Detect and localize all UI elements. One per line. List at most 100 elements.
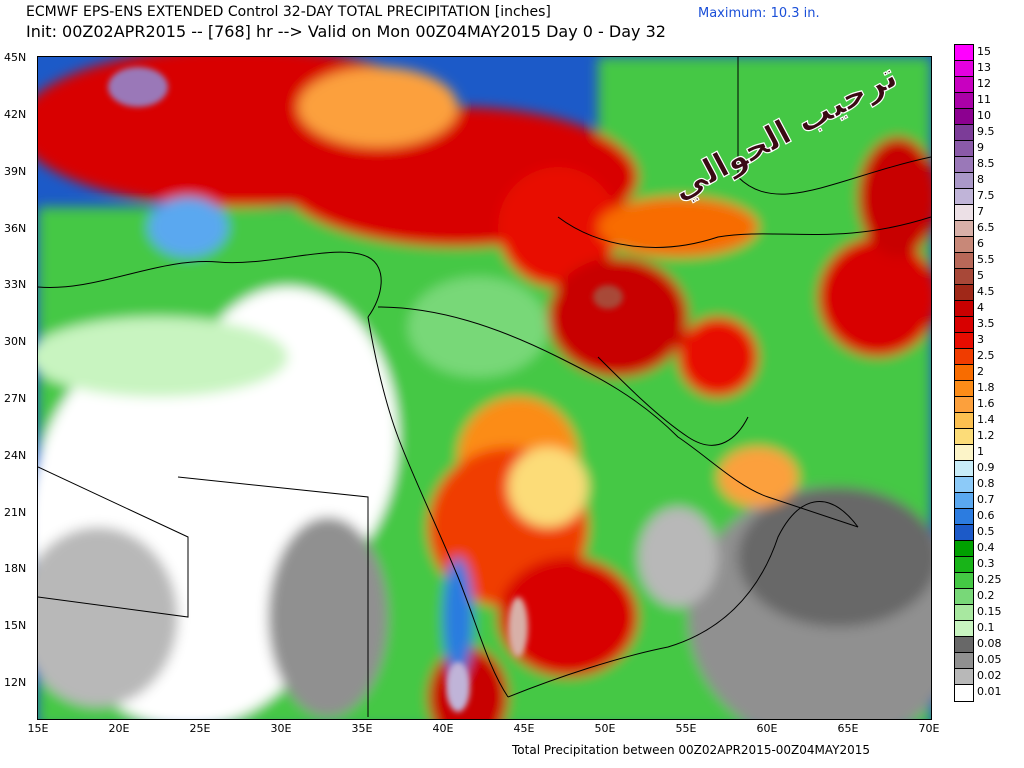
- legend-level-label: 15: [977, 45, 991, 58]
- legend-swatch: [955, 77, 973, 93]
- legend-swatch: [955, 493, 973, 509]
- lat-label: 24N: [4, 449, 27, 462]
- legend-level-label: 1.2: [977, 429, 995, 442]
- legend-level-label: 13: [977, 61, 991, 74]
- lat-label: 21N: [4, 506, 27, 519]
- lat-label: 39N: [4, 165, 27, 178]
- lon-label: 20E: [108, 722, 130, 735]
- legend-level-label: 0.8: [977, 477, 995, 490]
- legend-level-label: 12: [977, 77, 991, 90]
- legend-swatch: [955, 141, 973, 157]
- footer-caption: Total Precipitation between 00Z02APR2015…: [512, 743, 871, 757]
- legend-swatch: [955, 269, 973, 285]
- legend-swatch: [955, 461, 973, 477]
- legend-swatch: [955, 637, 973, 653]
- legend-level-label: 0.7: [977, 493, 995, 506]
- legend-swatch: [955, 189, 973, 205]
- lon-label: 65E: [837, 722, 859, 735]
- legend-level-label: 0.5: [977, 525, 995, 538]
- legend-level-label: 9.5: [977, 125, 995, 138]
- lon-label: 40E: [432, 722, 454, 735]
- legend-swatch: [955, 573, 973, 589]
- legend-level-label: 0.3: [977, 557, 995, 570]
- legend-level-label: 0.15: [977, 605, 1002, 618]
- legend-swatch: [955, 365, 973, 381]
- lon-label: 55E: [675, 722, 697, 735]
- legend-swatch: [955, 509, 973, 525]
- lon-label: 60E: [756, 722, 778, 735]
- arabic-watermark: ترحيب الحوالي: [665, 55, 905, 209]
- legend-swatch: [955, 477, 973, 493]
- maximum-label: Maximum: 10.3 in.: [698, 6, 820, 21]
- legend-level-label: 3: [977, 333, 984, 346]
- legend-level-label: 0.25: [977, 573, 1002, 586]
- legend-swatch: [955, 413, 973, 429]
- color-legend-labels: 15 13 12 11 10 9.5 9 8.5 8 7.5 7 6.5 6 5.5 5 4.5 4 3.5 3 2.…: [977, 46, 1002, 708]
- legend-swatch: [955, 349, 973, 365]
- legend-level-label: 1.6: [977, 397, 995, 410]
- legend-level-label: 8: [977, 173, 984, 186]
- legend-level-label: 0.08: [977, 637, 1002, 650]
- legend-swatch: [955, 685, 973, 701]
- legend-swatch: [955, 381, 973, 397]
- legend-level-label: 0.02: [977, 669, 1002, 682]
- lat-label: 15N: [4, 619, 27, 632]
- lat-label: 27N: [4, 392, 27, 405]
- legend-level-label: 7: [977, 205, 984, 218]
- legend-swatch: [955, 157, 973, 173]
- legend-level-label: 7.5: [977, 189, 995, 202]
- map-title: ECMWF EPS-ENS EXTENDED Control 32-DAY TO…: [26, 4, 551, 20]
- legend-swatch: [955, 45, 973, 61]
- legend-swatch: [955, 109, 973, 125]
- lon-label: 50E: [594, 722, 616, 735]
- legend-level-label: 4.5: [977, 285, 995, 298]
- legend-swatch: [955, 317, 973, 333]
- legend-swatch: [955, 541, 973, 557]
- legend-swatch: [955, 557, 973, 573]
- lat-label: 42N: [4, 108, 27, 121]
- legend-level-label: 0.6: [977, 509, 995, 522]
- legend-level-label: 10: [977, 109, 991, 122]
- legend-swatch: [955, 397, 973, 413]
- legend-swatch: [955, 61, 973, 77]
- lon-label: 15E: [27, 722, 49, 735]
- legend-swatch: [955, 653, 973, 669]
- legend-level-label: 8.5: [977, 157, 995, 170]
- lon-label: 30E: [270, 722, 292, 735]
- legend-swatch: [955, 125, 973, 141]
- legend-level-label: 1.4: [977, 413, 995, 426]
- legend-level-label: 0.1: [977, 621, 995, 634]
- lon-label: 70E: [918, 722, 940, 735]
- legend-level-label: 5: [977, 269, 984, 282]
- legend-swatch: [955, 589, 973, 605]
- legend-swatch: [955, 173, 973, 189]
- legend-swatch: [955, 221, 973, 237]
- legend-level-label: 0.05: [977, 653, 1002, 666]
- lon-label: 25E: [189, 722, 211, 735]
- legend-level-label: 9: [977, 141, 984, 154]
- watermark-text: ترحيب الحوالي: [665, 56, 904, 208]
- lat-label: 30N: [4, 335, 27, 348]
- map-subtitle: Init: 00Z02APR2015 -- [768] hr --> Valid…: [26, 22, 666, 41]
- coastlines: [38, 57, 931, 717]
- lat-label: 18N: [4, 562, 27, 575]
- legend-level-label: 6.5: [977, 221, 995, 234]
- legend-swatch: [955, 669, 973, 685]
- legend-swatch: [955, 525, 973, 541]
- legend-level-label: 4: [977, 301, 984, 314]
- legend-swatch: [955, 205, 973, 221]
- lon-label: 35E: [351, 722, 373, 735]
- legend-level-label: 11: [977, 93, 991, 106]
- legend-level-label: 2: [977, 365, 984, 378]
- legend-swatch: [955, 253, 973, 269]
- legend-swatch: [955, 237, 973, 253]
- legend-swatch: [955, 93, 973, 109]
- legend-swatch: [955, 429, 973, 445]
- precipitation-map: [37, 56, 932, 720]
- lat-label: 36N: [4, 222, 27, 235]
- legend-swatch: [955, 605, 973, 621]
- legend-level-label: 0.01: [977, 685, 1002, 698]
- lon-label: 45E: [513, 722, 535, 735]
- legend-level-label: 0.4: [977, 541, 995, 554]
- legend-level-label: 0.9: [977, 461, 995, 474]
